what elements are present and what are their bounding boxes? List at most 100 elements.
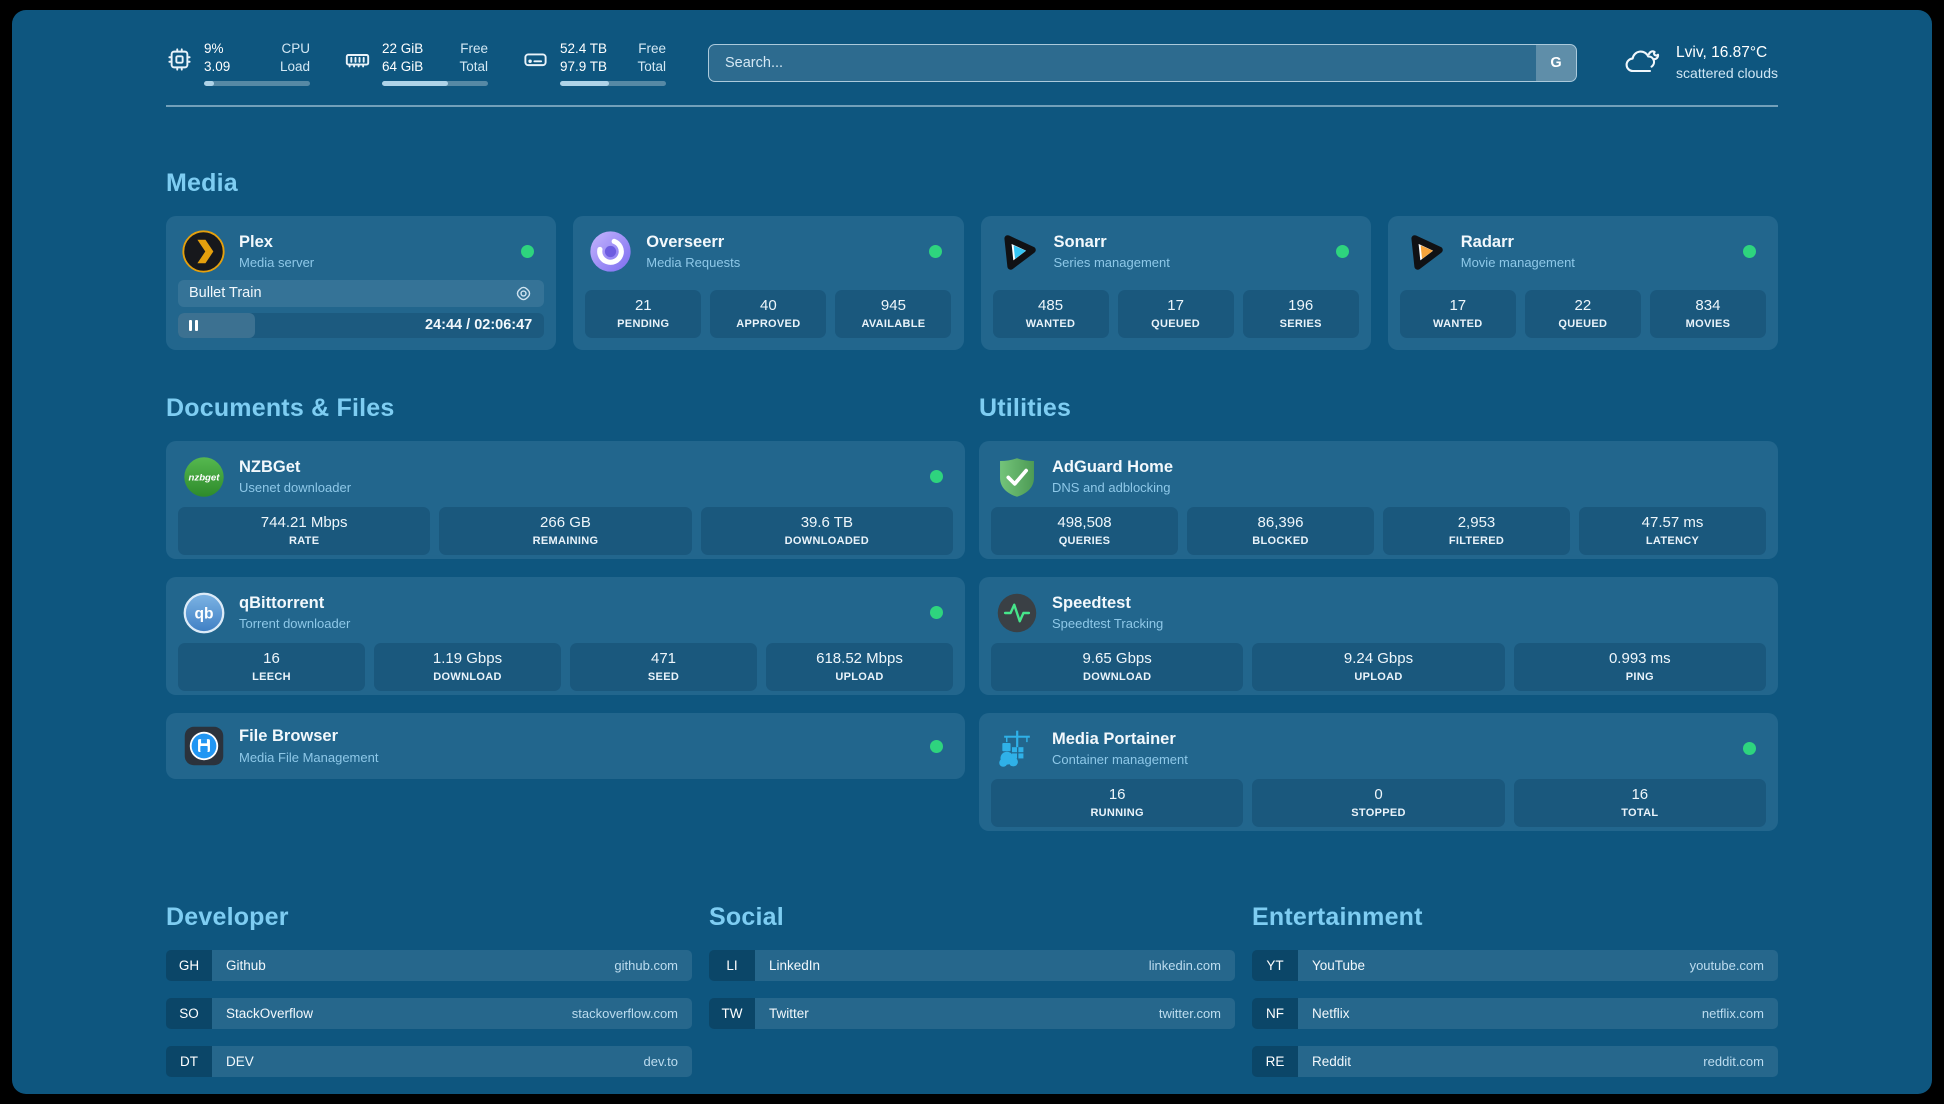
stat-filtered: 2,953 FILTERED [1383, 507, 1570, 555]
bookmark-abbr: DT [166, 1046, 212, 1077]
memory-progress-bar [382, 81, 488, 87]
stat-wanted: 485 WANTED [992, 290, 1109, 338]
top-bar: 9% 3.09 CPU Load [166, 36, 1778, 90]
stat-running: 16 RUNNING [991, 779, 1244, 827]
search-provider-button[interactable]: G [1536, 45, 1577, 81]
service-subtitle: Series management [1053, 255, 1170, 271]
service-card-overseerr[interactable]: Overseerr Media Requests 21 PENDING 40 A… [573, 216, 964, 350]
bookmark-netflix[interactable]: NF Netflix netflix.com [1252, 998, 1778, 1029]
bookmark-url: linkedin.com [1148, 958, 1221, 973]
bookmark-youtube[interactable]: YT YouTube youtube.com [1252, 950, 1778, 981]
bookmark-name: DEV [226, 1054, 254, 1069]
service-card-radarr[interactable]: Radarr Movie management 17 WANTED 22 QUE… [1387, 216, 1778, 350]
memory-total-value: 64 GiB [382, 58, 424, 74]
bookmark-abbr: TW [709, 998, 755, 1029]
playback-progress-bar: 24:44 / 02:06:47 [178, 312, 545, 338]
cloud-icon [1623, 44, 1663, 83]
bookmark-name: Netflix [1312, 1006, 1350, 1021]
section-title-documents: Documents & Files [166, 394, 395, 422]
section-title-entertainment: Entertainment [1252, 903, 1423, 931]
bookmark-url: stackoverflow.com [571, 1006, 678, 1021]
radarr-icon [1403, 229, 1448, 274]
stat-queued: 22 QUEUED [1524, 290, 1641, 338]
bookmark-name: Github [226, 958, 266, 973]
cpu-icon [166, 46, 193, 78]
status-dot [930, 739, 943, 753]
service-card-portainer[interactable]: Media Portainer Container management 16 … [979, 713, 1778, 831]
service-card-filebrowser[interactable]: File Browser Media File Management [166, 713, 965, 779]
status-dot [928, 245, 942, 258]
section-title-media: Media [166, 169, 238, 197]
disk-total-value: 97.9 TB [560, 58, 608, 74]
stat-pending: 21 PENDING [585, 290, 702, 338]
stat-available: 945 AVAILABLE [835, 290, 952, 338]
cpu-load-value: 3.09 [204, 58, 231, 74]
service-title: qBittorrent [239, 593, 325, 612]
bookmark-github[interactable]: GH Github github.com [166, 950, 692, 981]
stat-latency: 47.57 ms LATENCY [1579, 507, 1766, 555]
service-card-nzbget[interactable]: nzbget NZBGet Usenet downloader 74 [166, 441, 965, 559]
search-input[interactable] [708, 44, 1578, 82]
cpu-progress-fill [204, 81, 214, 87]
pause-icon[interactable] [189, 319, 198, 331]
stream-view-icon[interactable] [514, 284, 533, 303]
bookmark-group-developer: Developer GH Github github.com SO StackO… [166, 903, 692, 1094]
status-dot [1335, 245, 1349, 258]
service-card-qbittorrent[interactable]: qb qBittorrent Torrent downloader [166, 577, 965, 695]
stat-rate: 744.21 Mbps RATE [178, 507, 431, 555]
service-title: Radarr [1460, 232, 1514, 251]
service-card-sonarr[interactable]: Sonarr Series management 485 WANTED 17 Q… [980, 216, 1371, 350]
cpu-load-label: Load [279, 58, 310, 74]
bookmark-abbr: SO [166, 998, 212, 1029]
service-title: Media Portainer [1052, 729, 1176, 748]
svg-text:qb: qb [194, 605, 213, 622]
service-subtitle: Media File Management [239, 749, 379, 765]
section-title-utilities: Utilities [979, 394, 1072, 422]
bookmark-dev[interactable]: DT DEV dev.to [166, 1046, 692, 1077]
bookmark-stackoverflow[interactable]: SO StackOverflow stackoverflow.com [166, 998, 692, 1029]
stat-movies: 834 MOVIES [1649, 290, 1766, 338]
bookmark-reddit[interactable]: RE Reddit reddit.com [1252, 1046, 1778, 1077]
bookmark-url: youtube.com [1689, 958, 1764, 973]
bookmark-linkedin[interactable]: LI LinkedIn linkedin.com [709, 950, 1235, 981]
stat-download: 1.19 Gbps DOWNLOAD [374, 643, 561, 691]
stat-seed: 471 SEED [570, 643, 757, 691]
service-subtitle: Speedtest Tracking [1052, 616, 1164, 632]
service-subtitle: Movie management [1460, 255, 1575, 271]
service-card-speedtest[interactable]: Speedtest Speedtest Tracking 9.65 Gbps D… [979, 577, 1778, 695]
stat-upload: 618.52 Mbps UPLOAD [766, 643, 953, 691]
cpu-label: CPU [281, 40, 310, 56]
stat-remaining: 266 GB REMAINING [439, 507, 692, 555]
bookmark-group-social: Social LI LinkedIn linkedin.com TW Twitt… [709, 903, 1235, 1046]
stat-wanted: 17 WANTED [1399, 290, 1516, 338]
stat-leech: 16 LEECH [178, 643, 365, 691]
bookmark-group-entertainment: Entertainment YT YouTube youtube.com NF … [1252, 903, 1778, 1094]
service-card-adguard[interactable]: AdGuard Home DNS and adblocking 498,508 … [979, 441, 1778, 559]
stat-queued: 17 QUEUED [1117, 290, 1234, 338]
search-bar: G [708, 44, 1578, 82]
stat-upload: 9.24 Gbps UPLOAD [1252, 643, 1505, 691]
disk-progress-fill [560, 81, 609, 87]
bookmark-name: LinkedIn [769, 958, 821, 973]
bookmark-url: twitter.com [1158, 1006, 1221, 1021]
bookmark-name: YouTube [1312, 958, 1366, 973]
section-title-social: Social [709, 903, 784, 931]
service-title: File Browser [239, 727, 339, 746]
speedtest-icon [994, 590, 1039, 635]
weather-condition: scattered clouds [1676, 65, 1778, 82]
service-title: Speedtest [1052, 593, 1131, 612]
stat-stopped: 0 STOPPED [1252, 779, 1505, 827]
service-subtitle: Media server [239, 255, 315, 271]
plex-icon [181, 229, 226, 274]
status-dot [930, 606, 943, 619]
now-playing-title: Bullet Train [189, 285, 262, 302]
service-subtitle: DNS and adblocking [1052, 480, 1171, 496]
bookmark-twitter[interactable]: TW Twitter twitter.com [709, 998, 1235, 1029]
bookmark-abbr: RE [1252, 1046, 1298, 1077]
playback-time: 24:44 / 02:06:47 [425, 317, 533, 334]
cpu-widget: 9% 3.09 CPU Load [166, 40, 310, 87]
service-card-plex[interactable]: Plex Media server Bullet Train [166, 216, 557, 350]
sonarr-icon [996, 229, 1041, 274]
overseerr-icon [588, 229, 633, 274]
status-dot [1743, 742, 1756, 755]
